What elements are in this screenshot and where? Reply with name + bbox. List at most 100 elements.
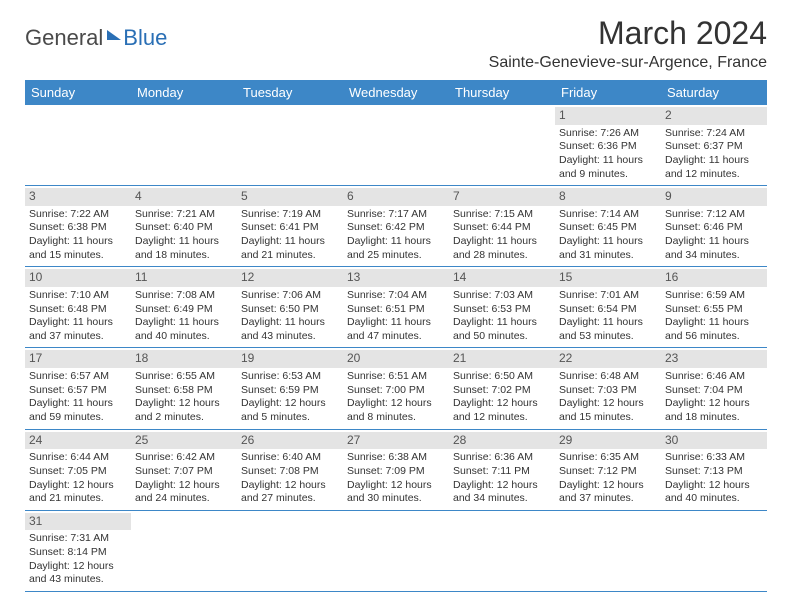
- daylight-text: Daylight: 12 hours: [559, 397, 657, 411]
- sunrise-text: Sunrise: 6:48 AM: [559, 370, 657, 384]
- daylight-text: Daylight: 12 hours: [135, 397, 233, 411]
- day-number: 31: [25, 513, 131, 531]
- day-number: 3: [25, 188, 131, 206]
- sunrise-text: Sunrise: 7:04 AM: [347, 289, 445, 303]
- daylight-text: Daylight: 12 hours: [29, 560, 127, 574]
- day-number: 2: [661, 107, 767, 125]
- sunrise-text: Sunrise: 6:46 AM: [665, 370, 763, 384]
- sunset-text: Sunset: 6:48 PM: [29, 303, 127, 317]
- weekday-header: Monday: [131, 80, 237, 105]
- daylight-text: and 30 minutes.: [347, 492, 445, 506]
- daylight-text: Daylight: 11 hours: [347, 316, 445, 330]
- sunset-text: Sunset: 7:12 PM: [559, 465, 657, 479]
- calendar-day-cell: 4Sunrise: 7:21 AMSunset: 6:40 PMDaylight…: [131, 186, 237, 267]
- weekday-header: Wednesday: [343, 80, 449, 105]
- sunrise-text: Sunrise: 6:53 AM: [241, 370, 339, 384]
- calendar-day-cell: [237, 510, 343, 591]
- daylight-text: Daylight: 12 hours: [559, 479, 657, 493]
- daylight-text: Daylight: 12 hours: [453, 397, 551, 411]
- weekday-header: Sunday: [25, 80, 131, 105]
- day-number: 15: [555, 269, 661, 287]
- sunset-text: Sunset: 7:00 PM: [347, 384, 445, 398]
- calendar-day-cell: 25Sunrise: 6:42 AMSunset: 7:07 PMDayligh…: [131, 429, 237, 510]
- logo-text-1: General: [25, 25, 103, 51]
- calendar-day-cell: 14Sunrise: 7:03 AMSunset: 6:53 PMDayligh…: [449, 267, 555, 348]
- sunrise-text: Sunrise: 7:12 AM: [665, 208, 763, 222]
- daylight-text: Daylight: 12 hours: [241, 479, 339, 493]
- sunrise-text: Sunrise: 7:08 AM: [135, 289, 233, 303]
- sunset-text: Sunset: 7:11 PM: [453, 465, 551, 479]
- sunrise-text: Sunrise: 6:40 AM: [241, 451, 339, 465]
- weekday-header: Tuesday: [237, 80, 343, 105]
- day-number: 5: [237, 188, 343, 206]
- daylight-text: and 8 minutes.: [347, 411, 445, 425]
- title-block: March 2024 Sainte-Genevieve-sur-Argence,…: [489, 15, 767, 72]
- sunrise-text: Sunrise: 6:33 AM: [665, 451, 763, 465]
- sunset-text: Sunset: 6:58 PM: [135, 384, 233, 398]
- daylight-text: and 15 minutes.: [559, 411, 657, 425]
- daylight-text: Daylight: 12 hours: [241, 397, 339, 411]
- calendar-day-cell: [237, 105, 343, 186]
- daylight-text: Daylight: 11 hours: [29, 316, 127, 330]
- calendar-week-row: 24Sunrise: 6:44 AMSunset: 7:05 PMDayligh…: [25, 429, 767, 510]
- daylight-text: Daylight: 12 hours: [347, 479, 445, 493]
- calendar-table: Sunday Monday Tuesday Wednesday Thursday…: [25, 80, 767, 592]
- daylight-text: Daylight: 11 hours: [453, 235, 551, 249]
- daylight-text: and 21 minutes.: [29, 492, 127, 506]
- weekday-header-row: Sunday Monday Tuesday Wednesday Thursday…: [25, 80, 767, 105]
- daylight-text: Daylight: 11 hours: [665, 154, 763, 168]
- sunrise-text: Sunrise: 7:15 AM: [453, 208, 551, 222]
- sunrise-text: Sunrise: 6:50 AM: [453, 370, 551, 384]
- calendar-day-cell: 3Sunrise: 7:22 AMSunset: 6:38 PMDaylight…: [25, 186, 131, 267]
- daylight-text: and 40 minutes.: [135, 330, 233, 344]
- sunrise-text: Sunrise: 7:21 AM: [135, 208, 233, 222]
- sunset-text: Sunset: 7:05 PM: [29, 465, 127, 479]
- sunset-text: Sunset: 6:36 PM: [559, 140, 657, 154]
- sunrise-text: Sunrise: 7:17 AM: [347, 208, 445, 222]
- daylight-text: Daylight: 11 hours: [559, 235, 657, 249]
- calendar-day-cell: 28Sunrise: 6:36 AMSunset: 7:11 PMDayligh…: [449, 429, 555, 510]
- calendar-day-cell: 29Sunrise: 6:35 AMSunset: 7:12 PMDayligh…: [555, 429, 661, 510]
- daylight-text: and 28 minutes.: [453, 249, 551, 263]
- month-title: March 2024: [489, 15, 767, 52]
- daylight-text: Daylight: 11 hours: [559, 316, 657, 330]
- calendar-day-cell: 19Sunrise: 6:53 AMSunset: 6:59 PMDayligh…: [237, 348, 343, 429]
- calendar-day-cell: 15Sunrise: 7:01 AMSunset: 6:54 PMDayligh…: [555, 267, 661, 348]
- sunset-text: Sunset: 6:38 PM: [29, 221, 127, 235]
- calendar-body: 1Sunrise: 7:26 AMSunset: 6:36 PMDaylight…: [25, 105, 767, 591]
- day-number: 18: [131, 350, 237, 368]
- sunset-text: Sunset: 7:02 PM: [453, 384, 551, 398]
- day-number: 23: [661, 350, 767, 368]
- weekday-header: Saturday: [661, 80, 767, 105]
- calendar-day-cell: [131, 510, 237, 591]
- sunset-text: Sunset: 6:46 PM: [665, 221, 763, 235]
- daylight-text: and 43 minutes.: [241, 330, 339, 344]
- sunrise-text: Sunrise: 7:14 AM: [559, 208, 657, 222]
- day-number: 30: [661, 432, 767, 450]
- weekday-header: Thursday: [449, 80, 555, 105]
- calendar-day-cell: 24Sunrise: 6:44 AMSunset: 7:05 PMDayligh…: [25, 429, 131, 510]
- daylight-text: and 25 minutes.: [347, 249, 445, 263]
- daylight-text: and 34 minutes.: [453, 492, 551, 506]
- calendar-day-cell: 16Sunrise: 6:59 AMSunset: 6:55 PMDayligh…: [661, 267, 767, 348]
- day-number: 13: [343, 269, 449, 287]
- sunrise-text: Sunrise: 6:35 AM: [559, 451, 657, 465]
- daylight-text: and 9 minutes.: [559, 168, 657, 182]
- sunset-text: Sunset: 6:51 PM: [347, 303, 445, 317]
- day-number: 7: [449, 188, 555, 206]
- day-number: 25: [131, 432, 237, 450]
- calendar-day-cell: 30Sunrise: 6:33 AMSunset: 7:13 PMDayligh…: [661, 429, 767, 510]
- calendar-day-cell: [449, 105, 555, 186]
- sunset-text: Sunset: 6:37 PM: [665, 140, 763, 154]
- sunrise-text: Sunrise: 6:38 AM: [347, 451, 445, 465]
- daylight-text: Daylight: 12 hours: [453, 479, 551, 493]
- calendar-day-cell: 26Sunrise: 6:40 AMSunset: 7:08 PMDayligh…: [237, 429, 343, 510]
- sunset-text: Sunset: 7:08 PM: [241, 465, 339, 479]
- daylight-text: Daylight: 11 hours: [241, 235, 339, 249]
- daylight-text: and 21 minutes.: [241, 249, 339, 263]
- sunset-text: Sunset: 6:50 PM: [241, 303, 339, 317]
- calendar-day-cell: 31Sunrise: 7:31 AMSunset: 8:14 PMDayligh…: [25, 510, 131, 591]
- day-number: 20: [343, 350, 449, 368]
- daylight-text: and 47 minutes.: [347, 330, 445, 344]
- calendar-day-cell: 6Sunrise: 7:17 AMSunset: 6:42 PMDaylight…: [343, 186, 449, 267]
